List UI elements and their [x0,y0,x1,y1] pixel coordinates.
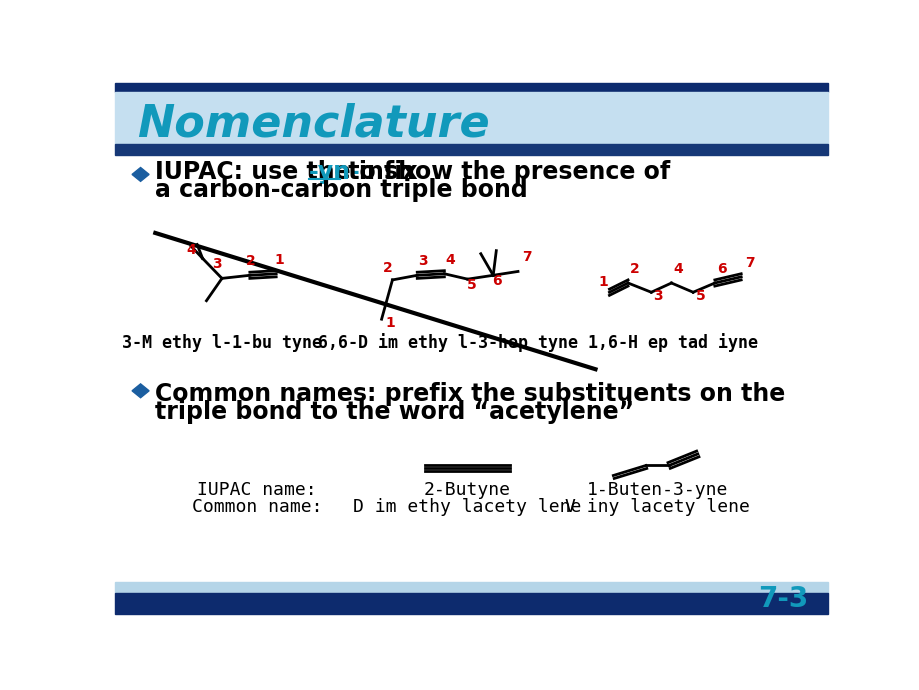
Text: 6: 6 [492,275,502,288]
Text: Common name:: Common name: [191,498,322,516]
Text: 1-Buten-3-yne: 1-Buten-3-yne [586,481,728,499]
Text: 1: 1 [274,253,284,267]
Bar [115,582,827,593]
Text: 6: 6 [717,262,726,276]
Text: to show the presence of: to show the presence of [339,160,669,184]
Text: 7: 7 [521,250,531,264]
Bar [115,92,827,144]
Text: 5: 5 [695,289,705,303]
Text: a carbon-carbon triple bond: a carbon-carbon triple bond [155,178,528,202]
Text: 4: 4 [445,253,454,267]
Text: 1: 1 [598,275,607,289]
Text: 3: 3 [417,255,427,268]
Text: 1,6-H ep tad iyne: 1,6-H ep tad iyne [587,333,757,353]
Text: 6,6-D im ethy l-3-hep tyne: 6,6-D im ethy l-3-hep tyne [318,333,578,353]
Text: 7: 7 [744,256,754,270]
Text: IUPAC name:: IUPAC name: [197,481,316,499]
Text: 2: 2 [245,255,255,268]
Text: triple bond to the word “acetylene”: triple bond to the word “acetylene” [155,400,634,424]
Polygon shape [132,168,149,181]
Text: 5: 5 [466,278,476,292]
Bar [115,83,827,92]
Text: 2: 2 [382,262,392,275]
Text: 3: 3 [211,257,221,271]
Text: IUPAC: use the infix: IUPAC: use the infix [155,160,425,184]
Bar [115,144,827,155]
Bar [115,593,827,614]
Text: Common names: prefix the substituents on the: Common names: prefix the substituents on… [155,382,785,406]
Text: Nomenclature: Nomenclature [137,103,489,146]
Text: 2: 2 [630,262,640,276]
Text: 3-M ethy l-1-bu tyne: 3-M ethy l-1-bu tyne [122,335,322,353]
Text: 1: 1 [385,316,395,330]
Text: -yn-: -yn- [309,160,360,184]
Text: 2-Butyne: 2-Butyne [424,481,511,499]
Polygon shape [132,384,149,397]
Text: V iny lacety lene: V iny lacety lene [564,498,749,516]
Text: 4: 4 [673,262,683,276]
Text: D im ethy lacety lene: D im ethy lacety lene [353,498,581,516]
Text: 3: 3 [652,289,663,303]
Text: 4: 4 [187,243,197,257]
Text: 7-3: 7-3 [757,586,808,613]
